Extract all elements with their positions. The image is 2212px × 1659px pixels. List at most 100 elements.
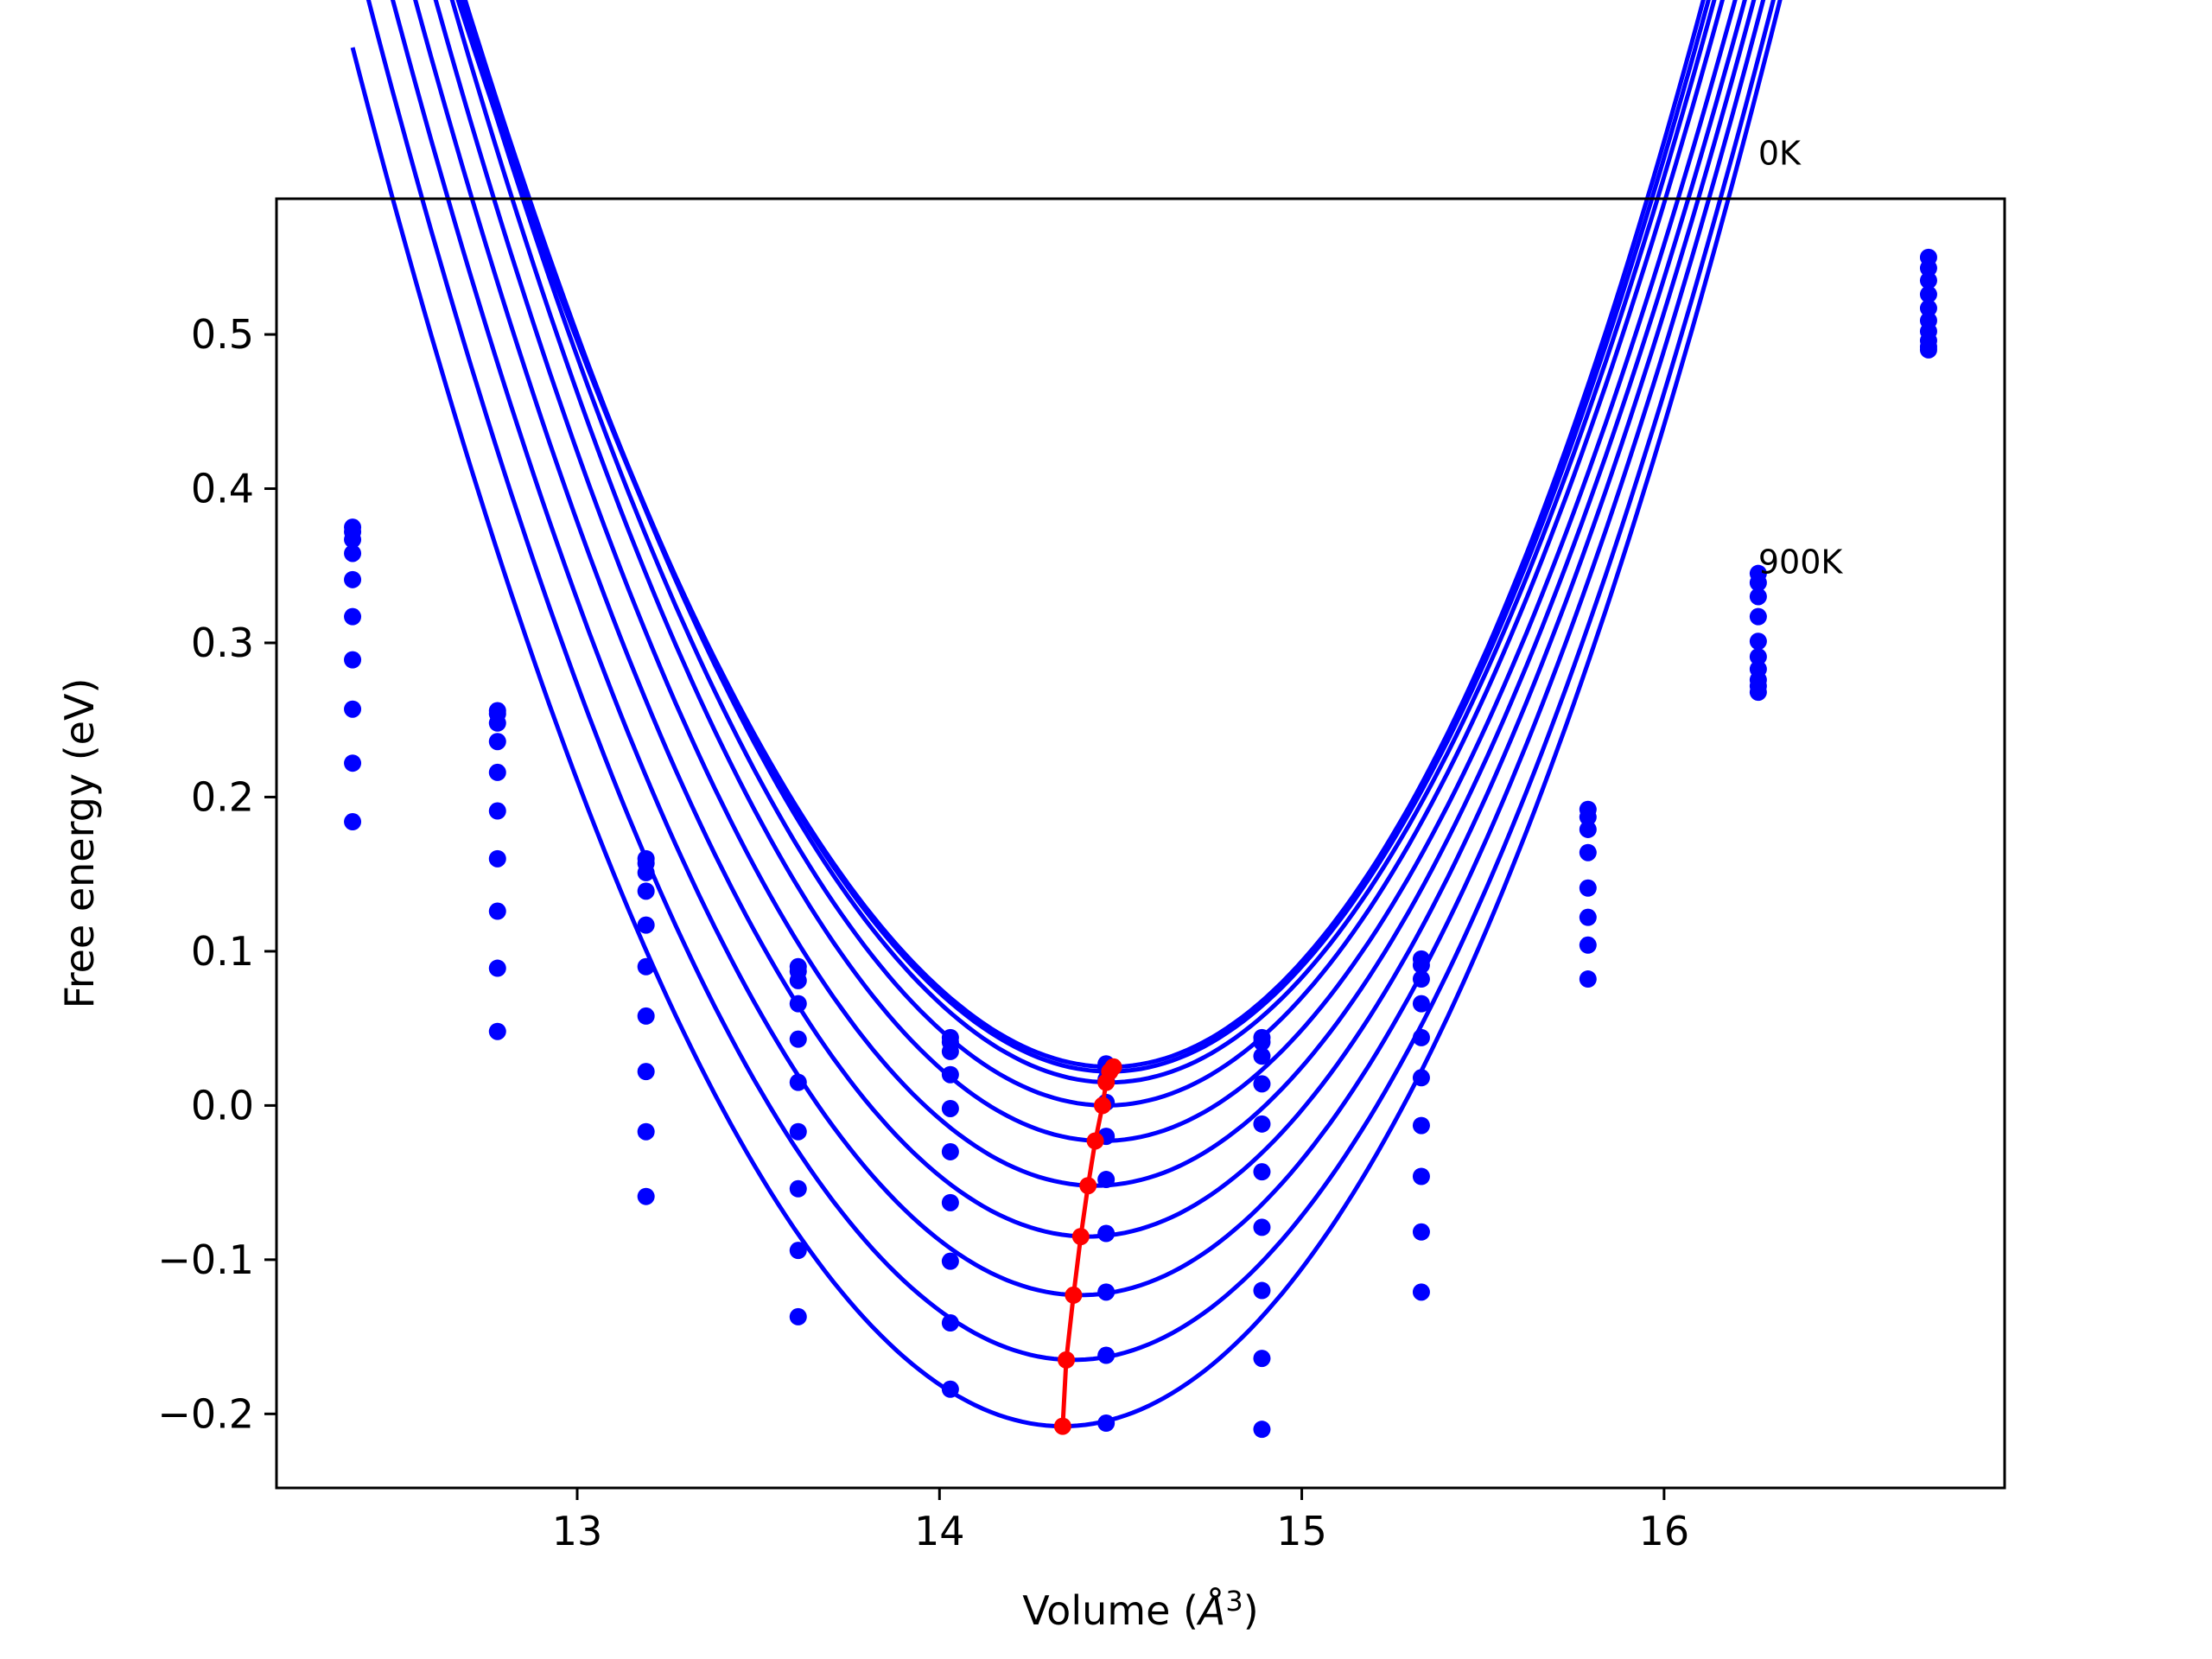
data-point	[1919, 271, 1937, 289]
data-point	[488, 902, 506, 920]
data-point	[1749, 574, 1767, 592]
y-tick-label: 0.1	[191, 928, 254, 975]
data-point	[1253, 1047, 1271, 1065]
data-point	[488, 733, 506, 751]
data-point	[1579, 908, 1597, 926]
minimum-point	[1065, 1286, 1083, 1304]
data-point	[1253, 1075, 1271, 1093]
data-point	[488, 714, 506, 732]
data-point	[1097, 1414, 1116, 1433]
data-point	[1579, 970, 1597, 988]
data-point	[1412, 956, 1430, 974]
fit-curve	[462, 0, 1717, 1085]
data-point	[1253, 1421, 1271, 1439]
data-point	[1919, 340, 1937, 359]
fit-curve	[390, 0, 1766, 1298]
data-point	[488, 802, 506, 820]
data-point	[1253, 1281, 1271, 1300]
fit-curve	[455, 0, 1706, 1070]
data-point	[789, 1242, 807, 1260]
data-point	[344, 754, 362, 772]
data-point	[1412, 1116, 1430, 1135]
data-point	[1253, 1115, 1271, 1133]
data-point	[941, 1142, 959, 1160]
x-tick-label: 16	[1639, 1508, 1690, 1554]
data-point	[488, 763, 506, 781]
data-point	[1749, 607, 1767, 626]
data-point	[637, 882, 655, 900]
data-point	[1919, 299, 1937, 317]
data-point	[488, 849, 506, 868]
data-point	[1749, 648, 1767, 666]
data-point	[1412, 1028, 1430, 1046]
data-point	[637, 1187, 655, 1205]
data-point	[637, 1007, 655, 1025]
data-point	[637, 957, 655, 976]
x-axis-title: Volume (Å3)	[1022, 1585, 1258, 1634]
data-point	[1412, 1069, 1430, 1087]
data-point	[1579, 936, 1597, 954]
data-point	[1919, 285, 1937, 303]
minimum-point	[1058, 1351, 1076, 1369]
data-point	[344, 570, 362, 588]
x-tick-label: 13	[552, 1508, 603, 1554]
fit-curve	[459, 0, 1711, 1074]
data-point	[789, 1073, 807, 1091]
data-point	[344, 813, 362, 831]
data-point	[1749, 683, 1767, 702]
minimum-point	[1086, 1132, 1104, 1150]
data-point	[1412, 970, 1430, 988]
data-point	[1097, 1346, 1116, 1364]
data-point	[488, 959, 506, 977]
data-point	[1097, 1224, 1116, 1243]
minimum-point	[1071, 1228, 1090, 1246]
data-point	[789, 1179, 807, 1198]
fit-curve	[365, 0, 1776, 1363]
x-axis-title-exponent: 3	[1225, 1585, 1243, 1618]
data-point	[789, 1030, 807, 1048]
data-point	[941, 1065, 959, 1084]
data-point	[1579, 808, 1597, 826]
minimum-point	[1093, 1096, 1111, 1115]
data-point	[1412, 1283, 1430, 1301]
fit-curve	[433, 0, 1747, 1188]
data-point	[1412, 1167, 1430, 1185]
y-tick-label: 0.5	[191, 311, 254, 358]
minimum-point	[1079, 1177, 1097, 1195]
data-point	[941, 1380, 959, 1398]
data-point	[1412, 1223, 1430, 1241]
data-point	[1579, 879, 1597, 897]
minima-line	[1060, 1065, 1116, 1427]
y-tick-label: −0.1	[157, 1236, 254, 1283]
y-axis-ticks: −0.2 −0.1 0.0 0.1 0.2 0.3 0.4 0.5	[157, 311, 276, 1437]
fit-curve	[449, 0, 1738, 1143]
data-point	[1253, 1163, 1271, 1181]
y-tick-label: 0.2	[191, 773, 254, 820]
x-axis-ticks: 13 14 15 16	[552, 1488, 1689, 1554]
y-tick-label: 0.4	[191, 466, 254, 512]
x-tick-label: 15	[1276, 1508, 1327, 1554]
data-point	[941, 1314, 959, 1332]
x-tick-label: 14	[914, 1508, 965, 1554]
data-point	[1253, 1350, 1271, 1368]
data-point	[941, 1042, 959, 1060]
data-point	[1412, 995, 1430, 1013]
fit-curve	[350, 0, 1783, 1429]
data-point	[488, 1022, 506, 1040]
y-axis-title: Free energy (eV)	[56, 678, 103, 1009]
data-point	[941, 1193, 959, 1211]
data-point	[941, 1099, 959, 1117]
fit-curve	[413, 0, 1757, 1239]
data-point	[1253, 1033, 1271, 1052]
minimum-point	[1097, 1073, 1116, 1091]
minima-layer	[1053, 1058, 1122, 1435]
data-point	[637, 1122, 655, 1141]
data-point	[1579, 820, 1597, 838]
points-layer	[344, 248, 1937, 1439]
data-point	[344, 651, 362, 669]
y-tick-label: −0.2	[157, 1390, 254, 1437]
data-point	[637, 863, 655, 881]
annotations-layer: 0K 900K	[1758, 135, 1844, 582]
data-point	[1749, 588, 1767, 606]
